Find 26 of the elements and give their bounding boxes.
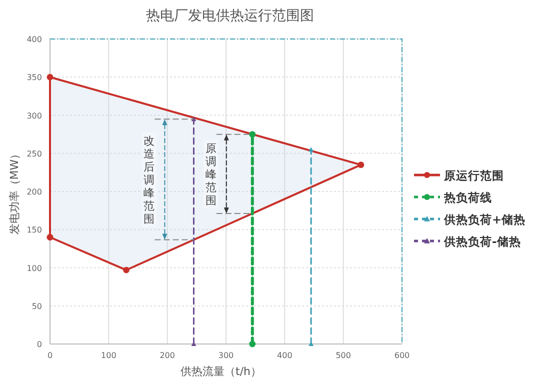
x-axis-title: 供热流量（t/h）: [180, 365, 262, 378]
legend-label: 原运行范围: [443, 168, 504, 182]
x-tick-label: 100: [101, 351, 116, 360]
y-axis-title: 发电功率（MW）: [8, 148, 21, 235]
x-tick-label: 0: [47, 351, 53, 360]
annotation: 改造后调峰范围: [144, 134, 155, 226]
y-tick-label: 400: [26, 35, 42, 44]
x-tick-label: 300: [218, 351, 234, 360]
y-tick-label: 150: [26, 226, 42, 235]
y-tick-label: 200: [26, 188, 42, 196]
y-tick-label: 100: [26, 264, 42, 273]
y-tick-label: 300: [26, 111, 42, 120]
legend-label: 热负荷线: [443, 190, 492, 204]
x-tick-label: 600: [394, 351, 410, 360]
x-tick-label: 400: [277, 351, 292, 360]
y-tick-label: 350: [26, 73, 42, 82]
chart-title: 热电厂发电供热运行范围图: [146, 8, 314, 24]
annotation: 原调峰范围: [205, 142, 216, 207]
y-tick-label: 0: [36, 340, 42, 349]
annotation: 改造后调峰范围: [142, 118, 194, 240]
y-tick-label: 50: [32, 302, 42, 311]
legend-label: 供热负荷-储热: [443, 234, 521, 248]
x-tick-label: 200: [160, 351, 175, 360]
x-tick-label: 500: [336, 351, 351, 360]
legend-label: 供热负荷+储热: [443, 212, 526, 226]
y-tick-label: 250: [26, 149, 42, 158]
